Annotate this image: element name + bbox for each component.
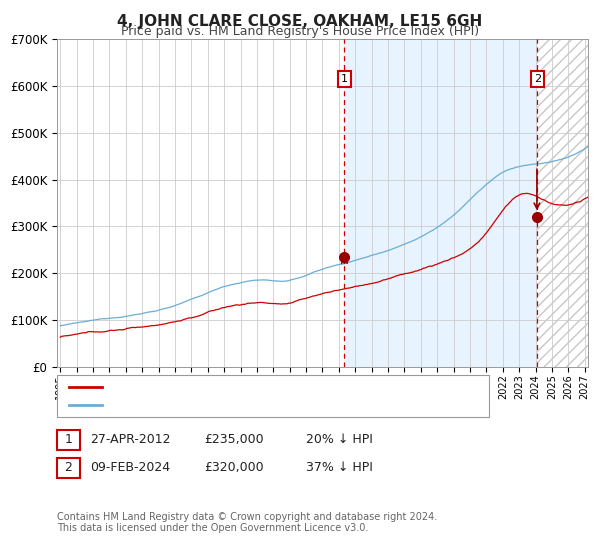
Text: 1: 1 bbox=[341, 74, 348, 84]
Text: 20% ↓ HPI: 20% ↓ HPI bbox=[306, 433, 373, 446]
Text: £235,000: £235,000 bbox=[204, 433, 263, 446]
Text: HPI: Average price, detached house, Rutland: HPI: Average price, detached house, Rutl… bbox=[108, 400, 358, 410]
Bar bbox=[537, 39, 593, 367]
Text: 4, JOHN CLARE CLOSE, OAKHAM, LE15 6GH (detached house): 4, JOHN CLARE CLOSE, OAKHAM, LE15 6GH (d… bbox=[108, 382, 451, 392]
Text: 37% ↓ HPI: 37% ↓ HPI bbox=[306, 461, 373, 474]
Text: This data is licensed under the Open Government Licence v3.0.: This data is licensed under the Open Gov… bbox=[57, 523, 368, 533]
Text: 1: 1 bbox=[64, 433, 73, 446]
Text: 27-APR-2012: 27-APR-2012 bbox=[90, 433, 170, 446]
Text: 4, JOHN CLARE CLOSE, OAKHAM, LE15 6GH: 4, JOHN CLARE CLOSE, OAKHAM, LE15 6GH bbox=[118, 14, 482, 29]
Text: £320,000: £320,000 bbox=[204, 461, 263, 474]
Bar bbox=[537, 39, 593, 367]
Text: Contains HM Land Registry data © Crown copyright and database right 2024.: Contains HM Land Registry data © Crown c… bbox=[57, 512, 437, 522]
Text: 2: 2 bbox=[533, 74, 541, 84]
Text: 09-FEB-2024: 09-FEB-2024 bbox=[90, 461, 170, 474]
Text: 2: 2 bbox=[64, 461, 73, 474]
Text: Price paid vs. HM Land Registry's House Price Index (HPI): Price paid vs. HM Land Registry's House … bbox=[121, 25, 479, 38]
Bar bbox=[344, 39, 537, 367]
